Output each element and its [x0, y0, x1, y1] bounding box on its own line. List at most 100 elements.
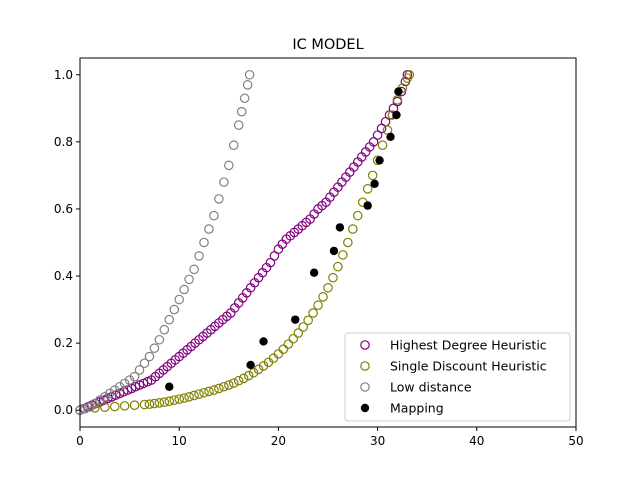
y-tick-label: 0.2 — [54, 336, 73, 350]
x-tick-label: 50 — [568, 434, 583, 448]
data-point — [278, 344, 289, 354]
legend-marker — [360, 361, 370, 371]
data-point — [149, 398, 160, 409]
legend-box — [344, 332, 571, 422]
data-point — [124, 375, 135, 385]
data-point — [318, 292, 328, 302]
y-tick-label: 0.6 — [54, 202, 73, 216]
data-point — [204, 224, 214, 234]
data-point — [219, 381, 229, 392]
data-point — [248, 367, 259, 378]
data-point — [109, 385, 120, 395]
data-point — [259, 337, 268, 346]
data-point — [239, 93, 250, 104]
data-point — [224, 160, 234, 171]
data-point — [236, 106, 247, 117]
data-point — [184, 274, 194, 285]
data-point — [179, 284, 189, 295]
data-point — [194, 251, 204, 261]
data-point — [164, 314, 175, 325]
data-point — [119, 401, 130, 411]
data-point — [169, 304, 180, 315]
data-point — [298, 322, 308, 332]
data-point — [159, 397, 170, 407]
data-point — [233, 375, 244, 386]
data-point — [194, 389, 204, 399]
data-point — [154, 398, 165, 408]
data-point — [303, 315, 313, 326]
data-point — [243, 370, 254, 381]
data-point — [165, 382, 174, 391]
data-point — [154, 334, 165, 345]
data-point — [404, 69, 415, 80]
data-point — [204, 386, 214, 397]
legend-label: Single Discount Heuristic — [390, 359, 547, 374]
data-point — [367, 170, 378, 181]
data-point — [209, 210, 219, 221]
data-point — [328, 272, 338, 283]
data-point — [228, 378, 239, 388]
data-point — [329, 246, 339, 256]
data-point — [104, 388, 115, 399]
data-point — [386, 132, 395, 142]
data-point — [114, 381, 125, 392]
x-axis: 0 10 20 30 40 50 — [76, 427, 584, 448]
data-point — [129, 400, 140, 410]
plot-frame — [79, 57, 577, 428]
data-point — [100, 392, 110, 402]
series-3 — [165, 87, 403, 391]
series-layer — [75, 69, 415, 416]
plot-area — [75, 57, 577, 428]
data-point — [244, 69, 255, 80]
y-tick-label: 1.0 — [54, 68, 73, 82]
data-point — [352, 210, 363, 221]
x-tick-label: 20 — [271, 434, 286, 448]
data-point — [335, 223, 345, 232]
y-tick-label: 0.4 — [54, 269, 73, 283]
series-1 — [80, 69, 415, 414]
data-point — [283, 339, 294, 349]
data-point — [159, 324, 170, 335]
data-point — [119, 378, 130, 389]
data-point — [90, 398, 100, 409]
y-axis: 0.0 0.2 0.4 0.6 0.8 1.0 — [54, 68, 80, 417]
data-point — [309, 268, 319, 277]
data-point — [169, 395, 180, 405]
data-point — [246, 360, 255, 370]
data-point — [333, 261, 343, 272]
data-point — [323, 282, 333, 293]
legend-marker — [360, 382, 370, 392]
data-point — [164, 396, 175, 406]
data-point — [179, 393, 189, 403]
data-point — [238, 373, 249, 384]
data-point — [362, 184, 373, 194]
data-point — [85, 402, 95, 412]
data-point — [189, 264, 199, 275]
data-point — [109, 401, 120, 412]
data-point — [214, 194, 224, 204]
data-point — [95, 395, 105, 405]
data-point — [139, 399, 150, 410]
data-point — [134, 365, 145, 375]
data-point — [288, 333, 299, 344]
data-point — [392, 95, 403, 105]
data-point — [253, 364, 264, 375]
y-tick-label: 0.8 — [54, 135, 73, 149]
chart-title: IC MODEL — [292, 37, 363, 53]
data-point — [199, 237, 209, 248]
data-point — [394, 87, 403, 96]
data-point — [129, 371, 140, 382]
legend: Highest Degree Heuristic Single Discount … — [344, 332, 571, 422]
data-point — [174, 394, 184, 404]
data-point — [219, 177, 229, 187]
data-point — [189, 390, 199, 401]
data-point — [370, 179, 379, 188]
data-point — [144, 351, 155, 362]
legend-marker — [360, 340, 370, 350]
legend-marker — [360, 403, 370, 413]
data-point — [293, 328, 304, 338]
data-point — [184, 392, 194, 402]
x-tick-label: 10 — [172, 434, 187, 448]
data-point — [80, 403, 90, 414]
